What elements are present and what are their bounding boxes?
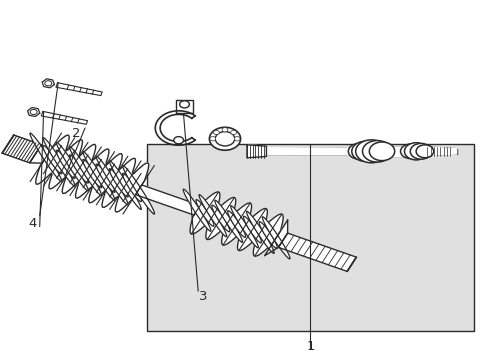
- Ellipse shape: [109, 169, 128, 197]
- Circle shape: [368, 142, 394, 161]
- Polygon shape: [27, 108, 40, 117]
- Polygon shape: [41, 111, 87, 124]
- Polygon shape: [190, 192, 283, 256]
- Circle shape: [415, 145, 433, 158]
- Polygon shape: [56, 83, 102, 96]
- Ellipse shape: [109, 161, 141, 210]
- Ellipse shape: [82, 159, 102, 188]
- Polygon shape: [385, 147, 409, 156]
- Circle shape: [173, 136, 183, 144]
- Ellipse shape: [199, 195, 226, 237]
- Circle shape: [400, 144, 419, 158]
- Circle shape: [355, 140, 386, 163]
- Polygon shape: [42, 79, 54, 88]
- Circle shape: [222, 128, 227, 132]
- Polygon shape: [135, 185, 200, 215]
- Ellipse shape: [56, 142, 88, 191]
- Ellipse shape: [43, 138, 75, 186]
- Polygon shape: [36, 135, 148, 212]
- Circle shape: [213, 130, 219, 135]
- Text: 3: 3: [199, 290, 207, 303]
- Text: 2: 2: [72, 127, 81, 140]
- Ellipse shape: [211, 205, 229, 232]
- Ellipse shape: [246, 211, 274, 253]
- Circle shape: [234, 136, 240, 141]
- Ellipse shape: [30, 133, 61, 182]
- Polygon shape: [175, 100, 193, 113]
- Polygon shape: [427, 147, 456, 156]
- Circle shape: [30, 109, 37, 114]
- Circle shape: [45, 81, 52, 86]
- Circle shape: [179, 101, 189, 108]
- Ellipse shape: [259, 222, 277, 248]
- Polygon shape: [2, 135, 41, 163]
- Ellipse shape: [230, 206, 258, 248]
- Ellipse shape: [196, 200, 214, 226]
- Text: 1: 1: [305, 340, 314, 353]
- Ellipse shape: [96, 164, 115, 192]
- Ellipse shape: [262, 217, 289, 259]
- Circle shape: [209, 127, 240, 150]
- Bar: [147, 144, 473, 330]
- Circle shape: [351, 141, 378, 161]
- Circle shape: [409, 143, 431, 159]
- Text: 4: 4: [28, 216, 37, 230]
- Ellipse shape: [122, 174, 141, 202]
- Ellipse shape: [69, 155, 88, 183]
- Polygon shape: [30, 145, 49, 163]
- Ellipse shape: [56, 150, 75, 179]
- Ellipse shape: [96, 156, 128, 205]
- Circle shape: [230, 130, 236, 135]
- Ellipse shape: [243, 216, 261, 243]
- Ellipse shape: [183, 189, 210, 231]
- Circle shape: [404, 143, 427, 160]
- Circle shape: [362, 140, 391, 162]
- Circle shape: [347, 143, 369, 159]
- Ellipse shape: [43, 145, 62, 174]
- Polygon shape: [264, 220, 287, 256]
- Polygon shape: [160, 114, 191, 141]
- Ellipse shape: [227, 211, 245, 237]
- Polygon shape: [278, 233, 356, 271]
- Polygon shape: [246, 145, 266, 158]
- Ellipse shape: [122, 166, 154, 214]
- Ellipse shape: [70, 147, 102, 195]
- Circle shape: [209, 136, 215, 141]
- Ellipse shape: [83, 152, 115, 200]
- Polygon shape: [266, 148, 358, 155]
- Circle shape: [215, 132, 234, 146]
- Ellipse shape: [214, 200, 242, 242]
